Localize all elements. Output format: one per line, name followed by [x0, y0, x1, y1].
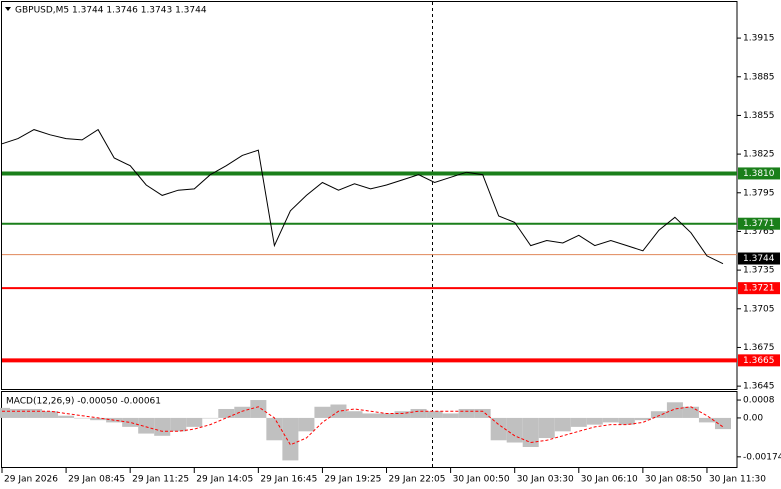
y-tick-label: 0.00 — [743, 413, 763, 423]
macd-bar — [698, 417, 715, 423]
y-tick-label: 1.3825 — [743, 150, 775, 160]
y-tick-label: 0.0008 — [743, 396, 775, 406]
x-tick-label: 30 Jan 08:50 — [645, 475, 702, 485]
macd-bar — [138, 417, 155, 434]
level-label: 1.3810 — [743, 169, 775, 179]
level-label: 1.3771 — [743, 219, 775, 229]
macd-bar — [378, 413, 395, 418]
macd-bar — [266, 417, 283, 441]
macd-bar — [122, 417, 139, 427]
macd-bar — [282, 417, 299, 461]
x-tick-label: 30 Jan 00:50 — [453, 475, 510, 485]
y-tick-label: 1.3765 — [743, 227, 775, 237]
level-label-box — [738, 167, 780, 180]
x-tick-label: 29 Jan 11:25 — [132, 475, 189, 485]
macd-bar — [682, 406, 699, 418]
menu-triangle — [5, 7, 11, 11]
macd-bar — [410, 408, 427, 418]
x-tick-label: 29 Jan 08:45 — [68, 475, 125, 485]
macd-bar — [218, 408, 235, 418]
y-tick-label: 1.3675 — [743, 343, 775, 353]
macd-bar — [394, 411, 411, 418]
macd-bar — [490, 417, 507, 441]
level-label-box — [738, 354, 780, 367]
macd-bar — [0, 407, 11, 418]
macd-bar — [426, 411, 443, 418]
macd-bar — [634, 417, 651, 421]
macd-bar — [506, 417, 523, 443]
y-tick-label: 1.3735 — [743, 266, 775, 276]
signal-line — [2, 406, 724, 446]
main-frame — [1, 1, 738, 390]
macd-bar — [74, 417, 91, 419]
x-tick-label: 30 Jan 11:30 — [709, 475, 766, 485]
macd-bar — [618, 417, 635, 425]
y-tick-label: 1.3855 — [743, 111, 775, 121]
x-tick-label: 29 Jan 14:05 — [196, 475, 253, 485]
y-tick-label: 1.3645 — [743, 382, 775, 392]
level-label-box — [738, 217, 780, 230]
x-tick-label: 30 Jan 03:30 — [517, 475, 574, 485]
macd-bar — [474, 408, 491, 418]
macd-bar — [90, 417, 107, 421]
x-tick-label: 29 Jan 2026 — [4, 475, 58, 485]
current-price-label: 1.3744 — [743, 254, 775, 264]
macd-bar — [714, 417, 731, 430]
macd-bar — [10, 408, 27, 418]
y-tick-label: -0.00174 — [743, 452, 781, 462]
x-tick-label: 30 Jan 06:10 — [581, 475, 638, 485]
macd-bar — [250, 400, 267, 418]
y-tick-label: 1.3705 — [743, 304, 775, 314]
macd-bar — [442, 413, 459, 418]
macd-bar — [554, 417, 571, 432]
macd-bar — [362, 413, 379, 418]
macd-bar — [170, 417, 187, 432]
y-tick-label: 1.3795 — [743, 188, 775, 198]
chart-title: GBPUSD,M5 1.3744 1.3746 1.3743 1.3744 — [15, 6, 207, 16]
macd-bar — [314, 406, 331, 418]
macd-bar — [298, 417, 315, 432]
macd-bar — [26, 408, 43, 418]
macd-bar — [522, 417, 539, 447]
macd-bar — [202, 417, 219, 419]
current-price-box — [738, 252, 780, 265]
macd-bar — [186, 417, 203, 427]
macd-bar — [346, 411, 363, 418]
macd-bar — [234, 406, 251, 418]
macd-bar — [458, 408, 475, 418]
level-label: 1.3721 — [743, 284, 775, 294]
y-tick-label: 1.3885 — [743, 72, 775, 82]
macd-title: MACD(12,26,9) -0.00050 -0.00061 — [6, 397, 161, 407]
y-tick-label: 1.3915 — [743, 34, 775, 44]
price-line — [1, 128, 724, 265]
x-tick-label: 29 Jan 16:45 — [260, 475, 317, 485]
macd-bar — [42, 411, 59, 418]
x-tick-label: 29 Jan 19:25 — [324, 475, 381, 485]
macd-bar — [58, 415, 75, 418]
macd-bar — [602, 417, 619, 423]
macd-bar — [570, 417, 587, 427]
macd-frame — [1, 391, 738, 468]
macd-bar — [650, 411, 667, 418]
macd-bar — [154, 417, 171, 436]
macd-bar — [538, 417, 555, 439]
macd-bar — [586, 417, 603, 425]
level-label: 1.3665 — [743, 356, 775, 366]
level-label-box — [738, 282, 780, 295]
macd-bar — [666, 402, 683, 418]
x-tick-label: 29 Jan 22:05 — [389, 475, 446, 485]
